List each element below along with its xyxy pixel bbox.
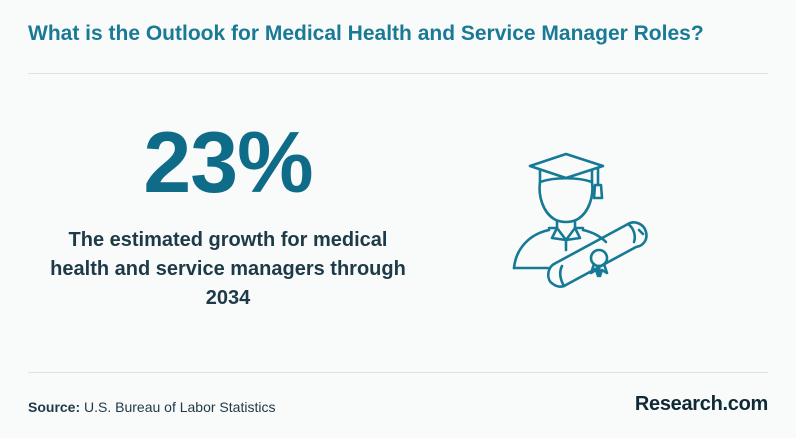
stat-value: 23% bbox=[143, 115, 313, 211]
source-label: Source: bbox=[28, 399, 81, 415]
graduate-with-diploma-icon bbox=[508, 152, 653, 297]
header-divider bbox=[28, 73, 768, 74]
stat-block: 23% The estimated growth for medical hea… bbox=[30, 120, 426, 313]
footer-divider bbox=[28, 372, 768, 373]
brand-logo: Research.com bbox=[634, 393, 768, 415]
source-text: U.S. Bureau of Labor Statistics bbox=[80, 399, 276, 415]
stat-description: The estimated growth for medical health … bbox=[50, 229, 406, 309]
page-title: What is the Outlook for Medical Health a… bbox=[28, 22, 704, 45]
source-note: Source: U.S. Bureau of Labor Statistics bbox=[28, 399, 275, 415]
